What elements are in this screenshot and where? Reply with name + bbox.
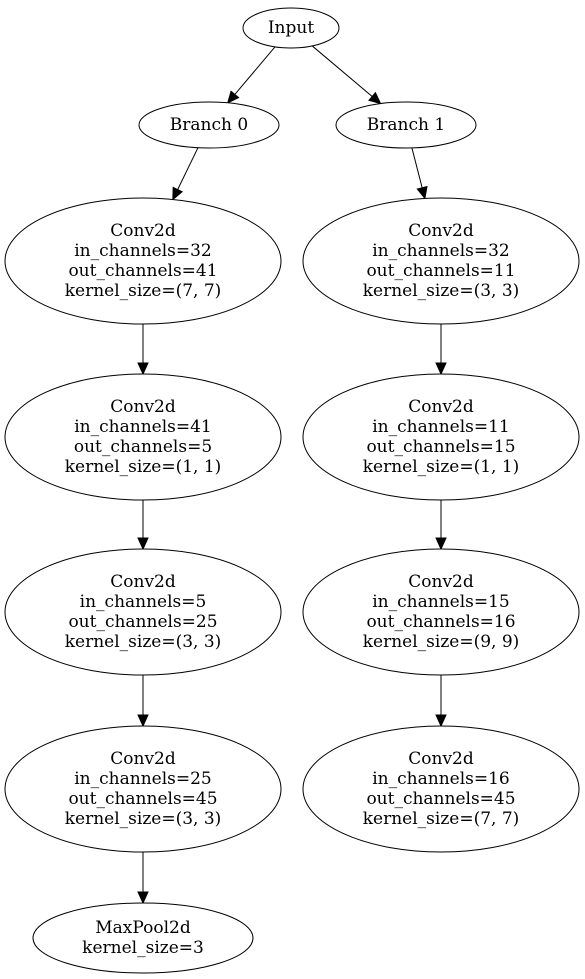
arrowhead: [435, 362, 447, 376]
edge-line: [311, 45, 373, 97]
node-ellipse: [4, 548, 282, 676]
edge-line: [177, 147, 199, 190]
node-param: in_channels=15: [372, 592, 510, 612]
edge-b0_conv2-to-b0_conv3: [137, 500, 149, 551]
node-param: kernel_size=(3, 3): [363, 281, 520, 301]
node-input: Input: [242, 7, 340, 49]
node-param: kernel_size=(9, 9): [363, 632, 520, 652]
node-param: out_channels=11: [366, 261, 515, 281]
node-ellipse: [302, 725, 580, 853]
node-b1_conv2: Conv2din_channels=11out_channels=15kerne…: [302, 373, 580, 501]
edge-input-to-branch1: [311, 45, 382, 105]
edge-b0_conv1-to-b0_conv2: [137, 324, 149, 376]
node-ellipse: [32, 902, 254, 974]
node-title: Conv2d: [408, 221, 474, 241]
node-title: Conv2d: [408, 572, 474, 592]
node-param: in_channels=32: [372, 241, 510, 261]
edge-line: [234, 46, 276, 95]
node-param: kernel_size=(3, 3): [65, 632, 222, 652]
node-b1_conv1: Conv2din_channels=32out_channels=11kerne…: [302, 197, 580, 325]
node-ellipse: [4, 725, 282, 853]
node-param: in_channels=41: [74, 417, 212, 437]
arrowhead: [137, 537, 149, 551]
node-ellipse: [302, 548, 580, 676]
edge-branch0-to-b0_conv1: [172, 147, 199, 201]
edge-b0_conv3-to-b0_conv4: [137, 675, 149, 728]
node-param: out_channels=5: [74, 437, 212, 457]
edge-branch1-to-b1_conv1: [411, 147, 428, 200]
node-param: in_channels=25: [74, 769, 212, 789]
edge-b1_conv2-to-b1_conv3: [435, 500, 447, 551]
arrowhead: [435, 714, 447, 728]
node-branch0: Branch 0: [138, 101, 280, 149]
arrowhead: [416, 185, 428, 200]
node-ellipse: [335, 101, 477, 149]
node-b0_conv4: Conv2din_channels=25out_channels=45kerne…: [4, 725, 282, 853]
node-title: Conv2d: [110, 749, 176, 769]
arrowhead: [137, 714, 149, 728]
node-title: Conv2d: [110, 221, 176, 241]
node-param: kernel_size=(7, 7): [363, 809, 520, 829]
arrowhead: [172, 186, 184, 201]
node-param: out_channels=45: [68, 789, 217, 809]
node-title: MaxPool2d: [95, 918, 191, 938]
edge-line: [411, 147, 423, 188]
node-param: out_channels=16: [366, 612, 515, 632]
node-param: kernel_size=3: [82, 938, 204, 958]
arrowhead: [226, 90, 240, 104]
node-b0_conv1: Conv2din_channels=32out_channels=41kerne…: [4, 197, 282, 325]
node-ellipse: [4, 373, 282, 501]
edges-layer: [137, 45, 447, 905]
node-b1_conv3: Conv2din_channels=15out_channels=16kerne…: [302, 548, 580, 676]
node-title: Conv2d: [110, 397, 176, 417]
node-ellipse: [138, 101, 280, 149]
node-title: Conv2d: [408, 397, 474, 417]
node-b0_conv2: Conv2din_channels=41out_channels=5kernel…: [4, 373, 282, 501]
node-title: Conv2d: [110, 572, 176, 592]
node-title: Branch 0: [170, 115, 248, 135]
node-param: kernel_size=(7, 7): [65, 281, 222, 301]
node-param: kernel_size=(1, 1): [363, 457, 520, 477]
node-ellipse: [302, 373, 580, 501]
node-ellipse: [242, 7, 340, 49]
node-title: Input: [268, 18, 314, 38]
node-param: in_channels=5: [80, 592, 207, 612]
arrowhead: [435, 537, 447, 551]
node-param: out_channels=45: [366, 789, 515, 809]
edge-b1_conv3-to-b1_conv4: [435, 675, 447, 728]
node-b1_conv4: Conv2din_channels=16out_channels=45kerne…: [302, 725, 580, 853]
edge-b0_conv4-to-b0_pool: [137, 852, 149, 905]
arrowhead: [137, 362, 149, 376]
node-ellipse: [4, 197, 282, 325]
node-param: out_channels=15: [366, 437, 515, 457]
node-ellipse: [302, 197, 580, 325]
node-param: out_channels=25: [68, 612, 217, 632]
arrowhead: [137, 891, 149, 905]
node-param: in_channels=32: [74, 241, 212, 261]
edge-b1_conv1-to-b1_conv2: [435, 324, 447, 376]
node-param: in_channels=16: [372, 769, 510, 789]
node-param: kernel_size=(3, 3): [65, 809, 222, 829]
edge-input-to-branch0: [226, 46, 276, 104]
node-param: out_channels=41: [68, 261, 217, 281]
node-param: kernel_size=(1, 1): [65, 457, 222, 477]
node-param: in_channels=11: [372, 417, 510, 437]
node-b0_conv3: Conv2din_channels=5out_channels=25kernel…: [4, 548, 282, 676]
node-title: Conv2d: [408, 749, 474, 769]
node-title: Branch 1: [367, 115, 445, 135]
arrowhead: [368, 91, 382, 105]
node-branch1: Branch 1: [335, 101, 477, 149]
